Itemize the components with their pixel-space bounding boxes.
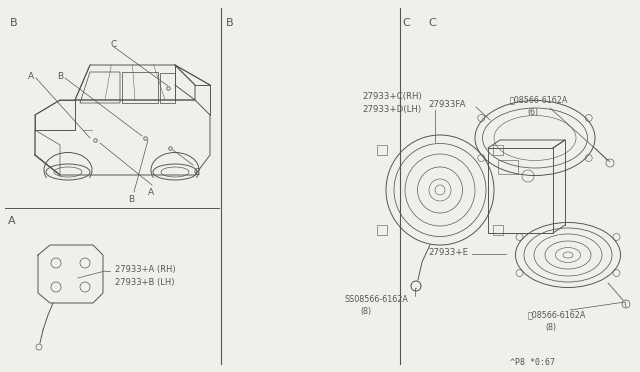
Text: B: B xyxy=(57,72,63,81)
Text: 27933+C(RH): 27933+C(RH) xyxy=(362,92,422,101)
Text: 27933+B (LH): 27933+B (LH) xyxy=(115,278,175,287)
Text: B: B xyxy=(226,18,234,28)
Text: A: A xyxy=(8,216,15,226)
Text: 27933+D(LH): 27933+D(LH) xyxy=(362,105,421,114)
Text: (8): (8) xyxy=(360,307,371,316)
Text: C: C xyxy=(193,168,199,177)
Text: (6): (6) xyxy=(527,108,538,117)
Text: A: A xyxy=(28,72,34,81)
Bar xyxy=(498,160,518,174)
Text: A: A xyxy=(148,188,154,197)
Text: B: B xyxy=(128,195,134,204)
Text: 27933+E: 27933+E xyxy=(428,248,468,257)
Text: 27933+A (RH): 27933+A (RH) xyxy=(115,265,175,274)
Text: B: B xyxy=(10,18,18,28)
Text: C: C xyxy=(110,40,116,49)
Text: (8): (8) xyxy=(545,323,556,332)
Text: Ⓝ08566-6162A: Ⓝ08566-6162A xyxy=(510,95,568,104)
Text: SS08566-6162A: SS08566-6162A xyxy=(345,295,409,304)
Text: C: C xyxy=(402,18,410,28)
Text: C: C xyxy=(428,18,436,28)
Text: ^P8 *0:67: ^P8 *0:67 xyxy=(510,358,555,367)
Text: Ⓝ08566-6162A: Ⓝ08566-6162A xyxy=(528,310,586,319)
Text: 27933FA: 27933FA xyxy=(428,100,465,109)
